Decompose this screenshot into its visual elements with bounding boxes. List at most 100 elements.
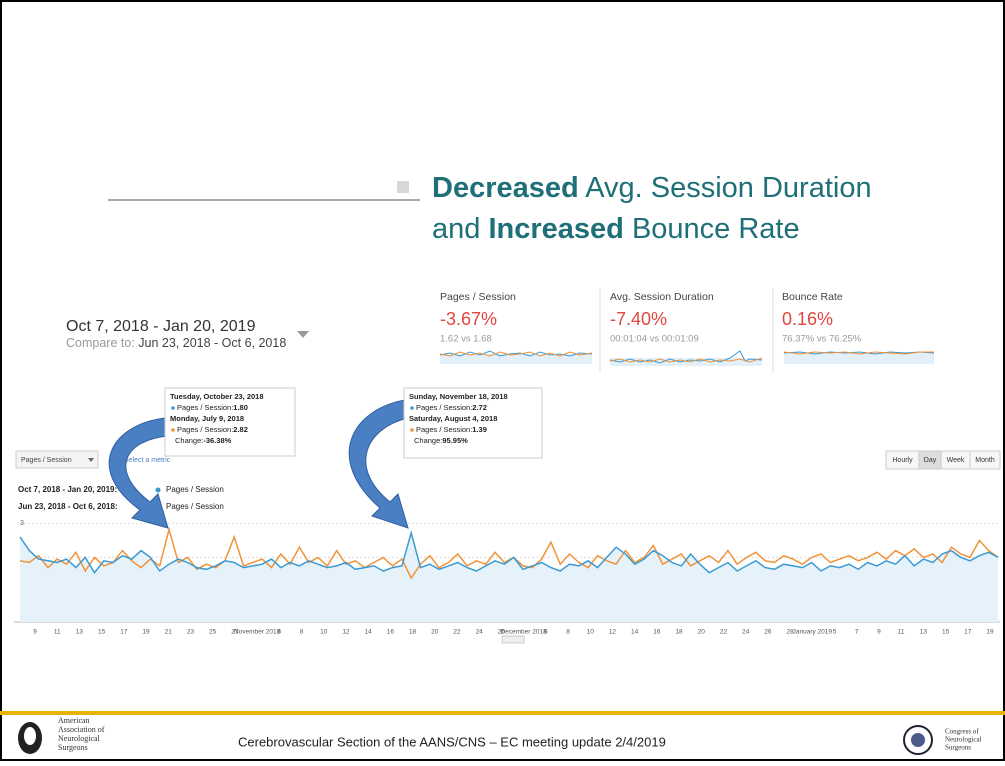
metric-name: Bounce Rate bbox=[782, 291, 843, 303]
sparkline bbox=[783, 351, 934, 355]
org-name: Neurological bbox=[58, 734, 101, 743]
tooltip-value: 2.72 bbox=[472, 403, 487, 412]
callout-arrow bbox=[348, 399, 409, 529]
org-name: American bbox=[58, 716, 90, 725]
tooltip-label: Pages / Session: bbox=[416, 403, 472, 412]
x-tick-label: 27 bbox=[231, 629, 239, 636]
x-tick-label: 8 bbox=[566, 629, 570, 636]
metric-change: -7.40% bbox=[610, 309, 667, 329]
org-name: Surgeons bbox=[58, 743, 88, 752]
title-line-2: and Increased Bounce Rate bbox=[432, 213, 800, 245]
compare-range: Compare to: Jun 23, 2018 - Oct 6, 2018 bbox=[66, 336, 286, 350]
compare-label: Compare to: bbox=[66, 336, 135, 350]
x-tick-label: 6 bbox=[544, 629, 548, 636]
tooltip bbox=[164, 387, 296, 457]
x-tick-label: 14 bbox=[631, 629, 639, 636]
period-buttons: Hourly Day Week Month bbox=[885, 450, 1001, 470]
x-tick-label: 9 bbox=[877, 629, 881, 636]
metric-detail: 1.62 vs 1.68 bbox=[440, 334, 492, 345]
compare-dates: Jun 23, 2018 - Oct 6, 2018 bbox=[138, 336, 286, 350]
metric-name: Avg. Session Duration bbox=[610, 291, 714, 303]
sparkline-bg bbox=[784, 352, 934, 364]
x-tick-label: 21 bbox=[165, 629, 173, 636]
x-tick-label: 23 bbox=[187, 629, 195, 636]
x-tick-label: 17 bbox=[964, 629, 972, 636]
x-tick-label: 19 bbox=[142, 629, 150, 636]
x-tick-label: 16 bbox=[387, 629, 395, 636]
select-metric[interactable]: Select a metric bbox=[124, 457, 171, 464]
legend-dot bbox=[155, 487, 161, 493]
scroll-handle[interactable] bbox=[501, 635, 525, 644]
x-tick-label: 24 bbox=[742, 629, 750, 636]
logo-right-core bbox=[911, 733, 925, 747]
period-label: Week bbox=[947, 457, 965, 464]
title-line-1: Decreased Avg. Session Duration bbox=[432, 172, 872, 204]
sparkline bbox=[609, 357, 763, 363]
x-tick-label: 22 bbox=[720, 629, 728, 636]
tooltip-text: Change:-36.38% bbox=[175, 436, 232, 445]
x-tick-label: 12 bbox=[342, 629, 350, 636]
x-tick-label: 26 bbox=[764, 629, 772, 636]
tooltip-text: Monday, July 9, 2018 bbox=[170, 414, 244, 423]
org-name: Association of bbox=[58, 725, 105, 734]
x-tick-label: 18 bbox=[675, 629, 683, 636]
x-tick-label: 20 bbox=[431, 629, 439, 636]
sparkline bbox=[783, 351, 935, 355]
x-tick-label: 20 bbox=[698, 629, 706, 636]
x-tick-label: 28 bbox=[786, 629, 794, 636]
date-range: Oct 7, 2018 - Jan 20, 2019 bbox=[66, 318, 256, 335]
tooltip-label: Change: bbox=[414, 436, 442, 445]
x-tick-label: 8 bbox=[300, 629, 304, 636]
metric-detail: 00:01:04 vs 00:01:09 bbox=[610, 334, 699, 345]
tooltip-text: Pages / Session:2.82 bbox=[177, 425, 248, 434]
period-label: Day bbox=[924, 457, 937, 464]
x-tick-label: 24 bbox=[476, 629, 484, 636]
metric-change: -3.67% bbox=[440, 309, 497, 329]
area bbox=[20, 532, 998, 622]
title-bold: Increased bbox=[488, 213, 623, 245]
sparkline bbox=[439, 351, 593, 357]
tooltip-dot bbox=[410, 428, 414, 432]
line bbox=[19, 530, 999, 575]
x-tick-label: January 2019 bbox=[793, 629, 833, 636]
period-button[interactable] bbox=[969, 450, 1001, 470]
title-text: Avg. Session Duration bbox=[585, 172, 871, 204]
x-tick-label: 6 bbox=[277, 629, 281, 636]
x-tick-label: 22 bbox=[453, 629, 461, 636]
tooltip-text: Saturday, August 4, 2018 bbox=[409, 414, 497, 423]
tooltip bbox=[403, 387, 543, 459]
tooltip-text: Tuesday, October 23, 2018 bbox=[170, 392, 264, 401]
metric-select[interactable] bbox=[15, 450, 99, 469]
tooltip-label: Change: bbox=[175, 436, 203, 445]
select-arrow bbox=[88, 458, 94, 462]
x-tick-label: 7 bbox=[855, 629, 859, 636]
sparkline-bg bbox=[440, 354, 592, 364]
plot: 1239111315171921232527November 201868101… bbox=[14, 520, 1000, 636]
tooltip-label: Pages / Session: bbox=[177, 425, 233, 434]
dropdown-arrow[interactable] bbox=[297, 331, 309, 338]
tooltip-value: -36.38% bbox=[203, 436, 231, 445]
y-tick-label: 3 bbox=[20, 520, 24, 527]
tooltips: Tuesday, October 23, 2018 Pages / Session… bbox=[164, 387, 543, 459]
period-label: Hourly bbox=[892, 457, 913, 464]
x-tick-label: 15 bbox=[98, 629, 106, 636]
tooltip-text: Pages / Session:2.72 bbox=[416, 403, 487, 412]
tooltip-value: 1.39 bbox=[472, 425, 487, 434]
x-tick-label: 10 bbox=[587, 629, 595, 636]
title-text: Bounce Rate bbox=[632, 213, 800, 245]
metric-select-label: Pages / Session bbox=[21, 457, 72, 464]
x-tick-label: 15 bbox=[942, 629, 950, 636]
x-tick-label: 11 bbox=[898, 629, 905, 636]
sparklines bbox=[439, 350, 935, 366]
x-tick-label: 5 bbox=[833, 629, 837, 636]
x-tick-label: 16 bbox=[653, 629, 661, 636]
tooltip-text: Pages / Session:1.39 bbox=[416, 425, 487, 434]
org-name: Neurological bbox=[945, 736, 982, 744]
x-tick-label: December 2018 bbox=[500, 629, 547, 636]
tooltip-label: Pages / Session: bbox=[416, 425, 472, 434]
callout-arrow bbox=[108, 417, 169, 529]
x-tick-label: November 2018 bbox=[234, 629, 281, 636]
x-tick-label: 26 bbox=[498, 629, 506, 636]
x-tick-label: 25 bbox=[209, 629, 217, 636]
